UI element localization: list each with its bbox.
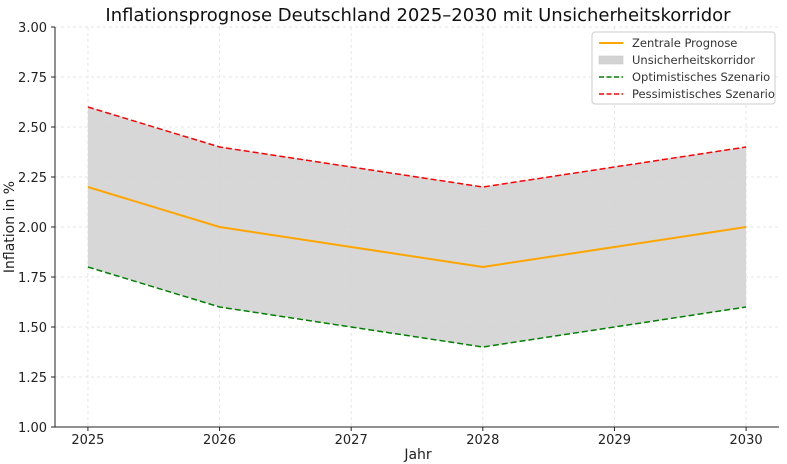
- legend-label: Pessimistisches Szenario: [632, 87, 775, 101]
- band-layer: [87, 107, 747, 347]
- y-tick-label: 1.25: [18, 371, 47, 386]
- y-tick-label: 1.75: [18, 271, 47, 286]
- legend-label: Zentrale Prognose: [632, 36, 737, 50]
- y-tick-label: 2.50: [18, 121, 47, 136]
- legend-swatch-patch: [598, 55, 624, 65]
- uncertainty-band: [87, 107, 747, 347]
- axes: [51, 26, 779, 431]
- y-axis-title: Inflation in %: [2, 181, 18, 273]
- series-line-zentrale-prognose: [87, 186, 747, 269]
- chart-title: Inflationsprognose Deutschland 2025–2030…: [105, 5, 731, 26]
- y-tick-label: 2.25: [18, 171, 47, 186]
- x-axis-title: Jahr: [403, 447, 432, 463]
- series-layer: [87, 106, 747, 348]
- legend: Zentrale Prognose Unsicherheitskorridor Op…: [591, 31, 776, 105]
- legend-label: Unsicherheitskorridor: [632, 53, 755, 67]
- tick-labels: 1.00 1.25 1.50 1.75 2.00 2.25 2.50 2.75 3.00 2025…: [18, 21, 763, 448]
- y-tick-label: 3.00: [18, 21, 47, 36]
- x-tick-label: 2025: [71, 433, 104, 448]
- x-tick-label: 2030: [730, 433, 763, 448]
- x-tick-label: 2029: [598, 433, 631, 448]
- legend-box: [591, 31, 776, 105]
- y-tick-label: 2.00: [18, 221, 47, 236]
- series-line-optimistisches-szenario: [87, 266, 747, 348]
- series-line-pessimistisches-szenario: [87, 106, 747, 188]
- x-tick-label: 2026: [203, 433, 236, 448]
- x-tick-label: 2028: [466, 433, 499, 448]
- y-tick-label: 1.00: [18, 421, 47, 436]
- legend-label: Optimistisches Szenario: [632, 70, 770, 84]
- x-tick-label: 2027: [335, 433, 368, 448]
- y-tick-label: 2.75: [18, 71, 47, 86]
- y-tick-label: 1.50: [18, 321, 47, 336]
